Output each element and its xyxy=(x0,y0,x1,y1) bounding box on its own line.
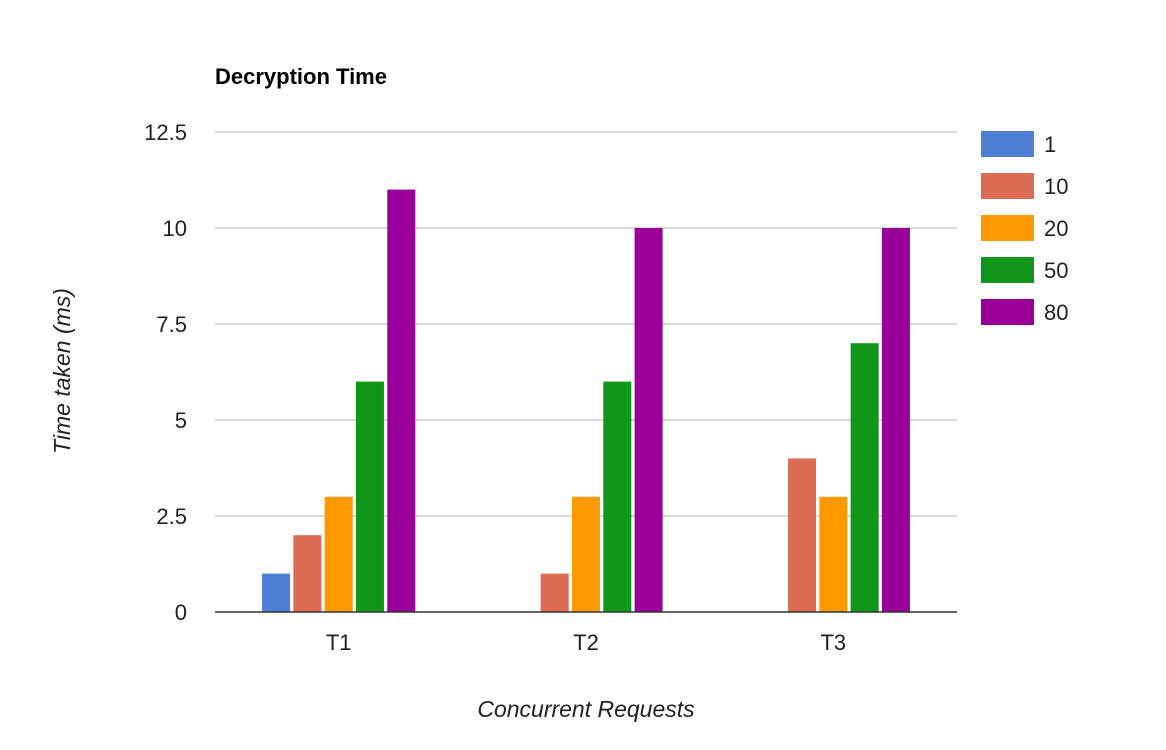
bar-t2-series-80 xyxy=(634,228,663,612)
bar-t3-series-20 xyxy=(819,496,848,612)
bar-t1-series-20 xyxy=(324,496,353,612)
chart-title: Decryption Time xyxy=(215,64,387,89)
bar-t2-series-50 xyxy=(603,381,632,612)
legend-swatch xyxy=(981,257,1034,283)
x-axis-ticks: T1 T2 T3 xyxy=(326,630,846,655)
legend-label: 20 xyxy=(1044,216,1068,241)
y-axis-ticks: 0 2.5 5 7.5 10 12.5 xyxy=(144,120,187,625)
y-tick-label: 7.5 xyxy=(156,312,187,337)
bar-t1-series-10 xyxy=(293,535,322,612)
y-axis-title: Time taken (ms) xyxy=(49,288,75,454)
x-axis-title: Concurrent Requests xyxy=(477,696,695,722)
bar-t2-series-10 xyxy=(540,573,569,612)
bar-t1-series-1 xyxy=(262,573,291,612)
x-tick-label: T3 xyxy=(820,630,846,655)
gridlines xyxy=(215,131,957,517)
bar-t3-series-50 xyxy=(850,343,879,612)
x-tick-label: T1 xyxy=(326,630,352,655)
bar-t2-series-20 xyxy=(572,496,600,612)
bar-t1-series-80 xyxy=(387,189,416,612)
legend-label: 10 xyxy=(1044,174,1068,199)
x-tick-label: T2 xyxy=(573,630,599,655)
bar-t1-series-50 xyxy=(355,381,384,612)
y-tick-label: 0 xyxy=(175,600,187,625)
y-tick-label: 12.5 xyxy=(144,120,187,145)
legend-swatch xyxy=(981,299,1034,325)
bar-t3-series-80 xyxy=(881,228,910,612)
legend-swatch xyxy=(981,131,1034,157)
legend-swatch xyxy=(981,215,1034,241)
y-tick-label: 2.5 xyxy=(156,504,187,529)
legend-label: 1 xyxy=(1044,132,1056,157)
legend-label: 80 xyxy=(1044,300,1068,325)
legend-swatch xyxy=(981,173,1034,199)
legend: 1 10 20 50 80 xyxy=(981,131,1068,325)
y-tick-label: 5 xyxy=(175,408,187,433)
bars xyxy=(262,189,910,612)
legend-label: 50 xyxy=(1044,258,1068,283)
bar-t3-series-10 xyxy=(788,458,817,612)
y-tick-label: 10 xyxy=(163,216,187,241)
